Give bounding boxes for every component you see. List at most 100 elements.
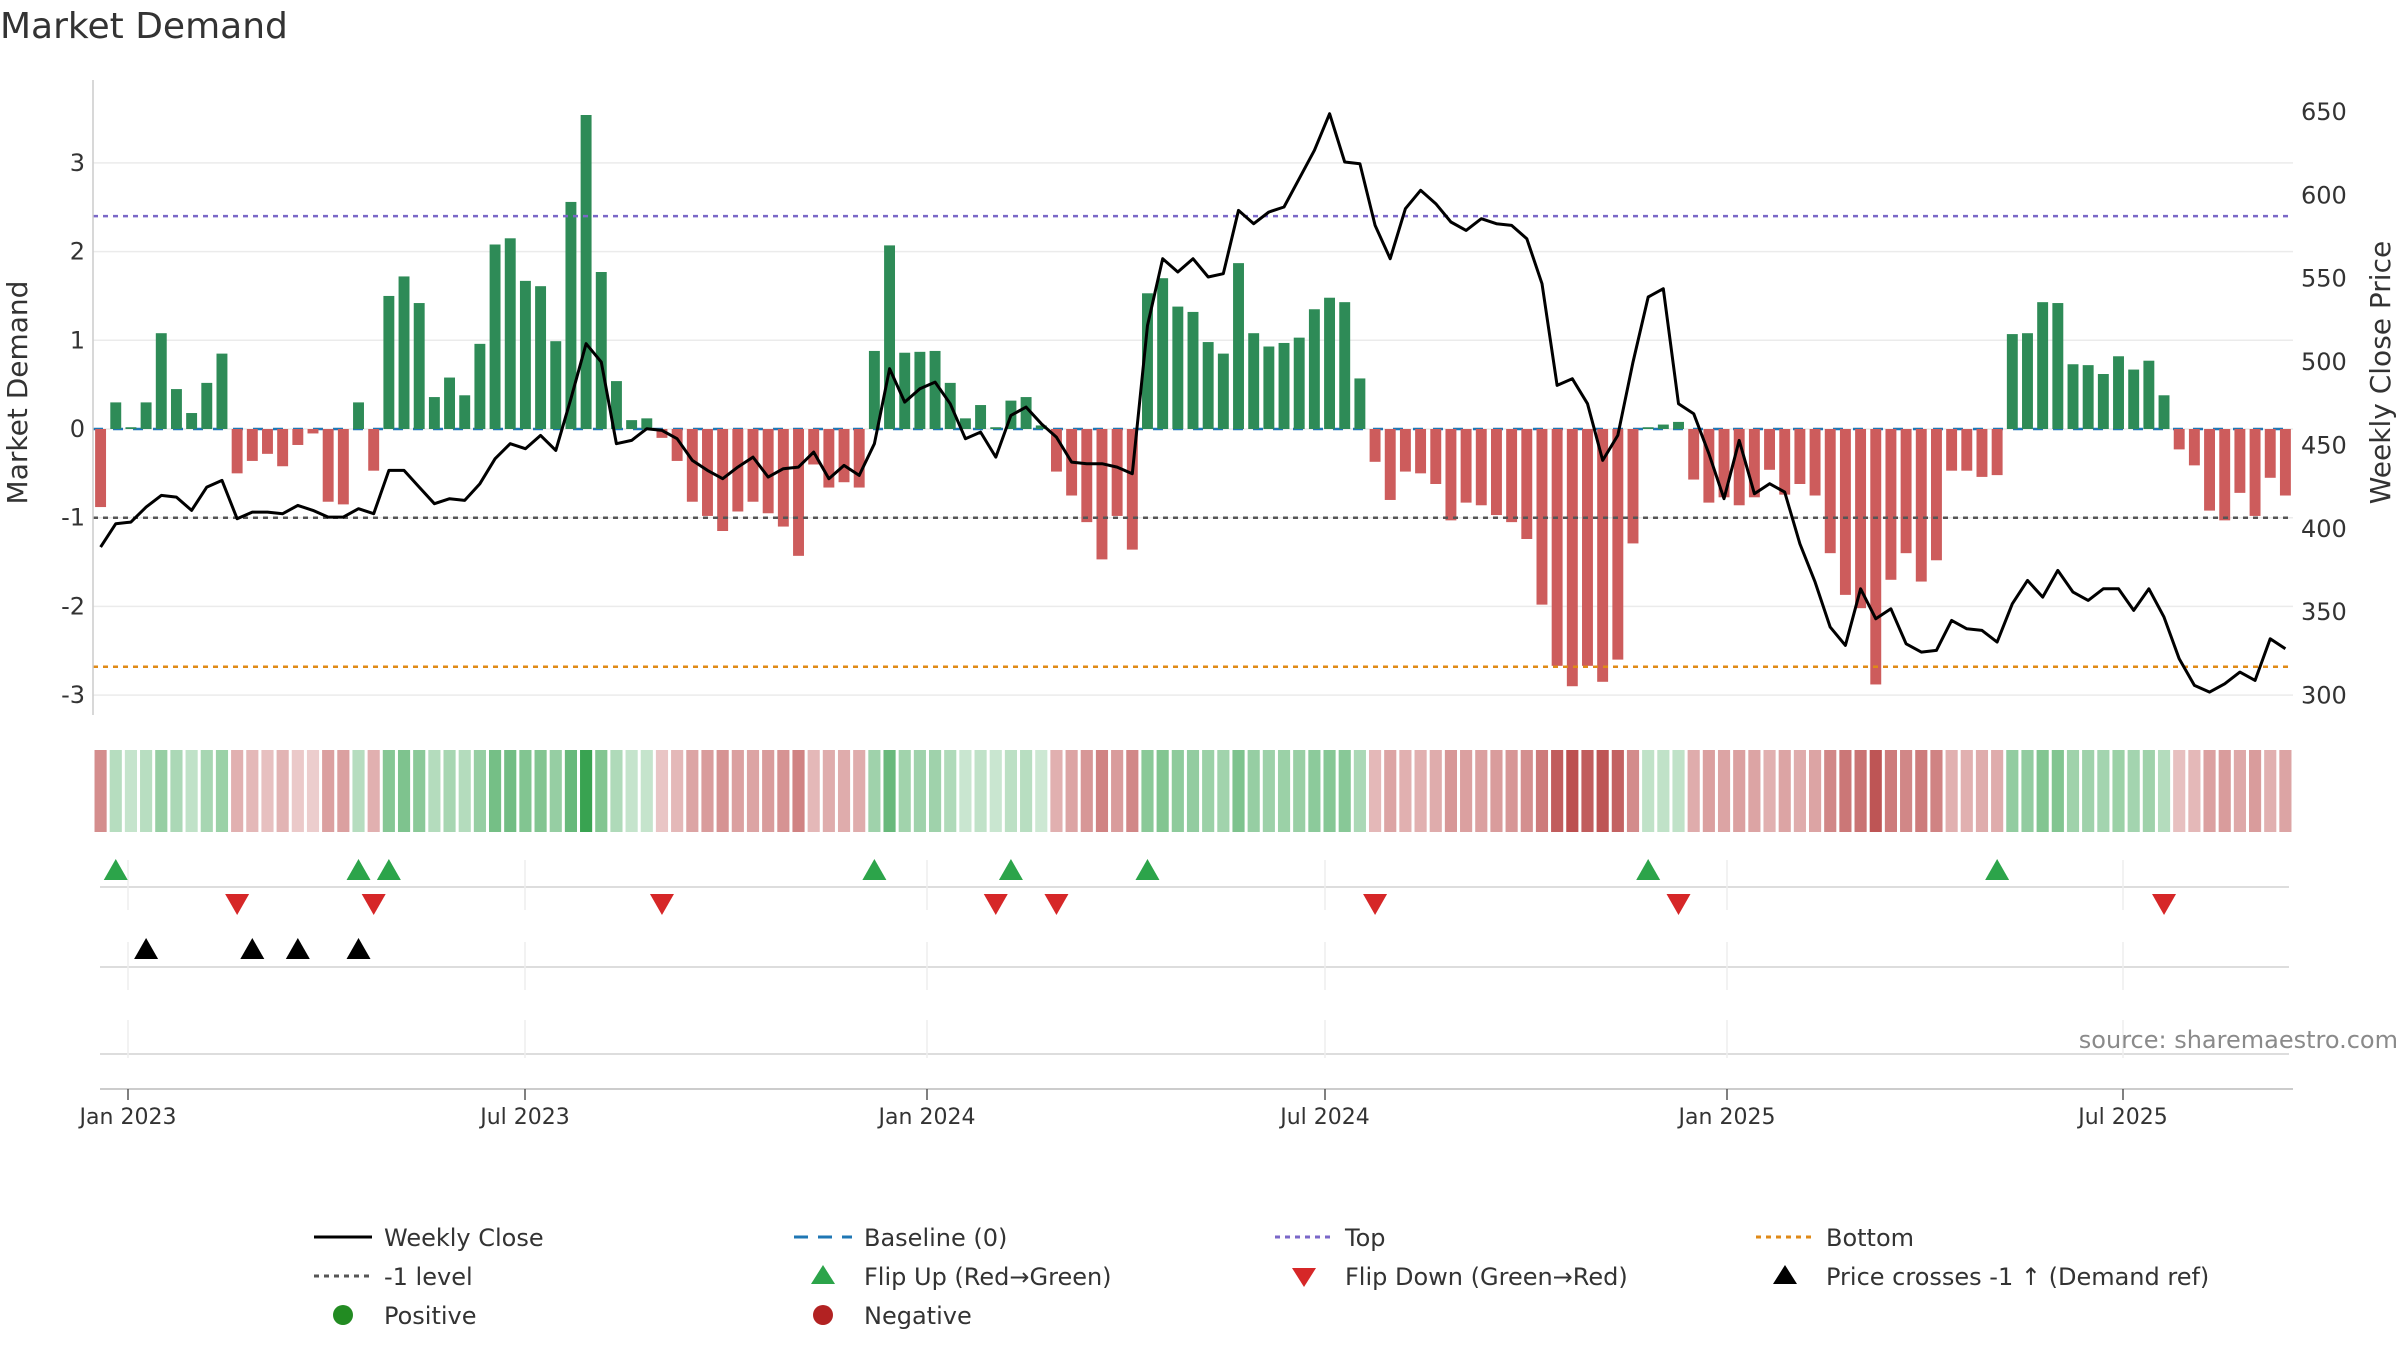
demand-bar	[535, 286, 547, 429]
flip-up-marker	[376, 859, 401, 880]
demand-bar	[2264, 429, 2276, 478]
heat-cell	[1581, 750, 1594, 832]
price-cross-marker	[240, 938, 265, 959]
heat-cell	[929, 750, 942, 832]
demand-bar	[1597, 429, 1609, 682]
demand-bar	[125, 427, 137, 429]
heat-cell	[731, 750, 744, 832]
date-axis: Jan 2023 Jul 2023 Jan 2024 Jul 2024 Jan 2025…	[78, 1088, 2293, 1130]
y2-tick-label: 550	[2301, 265, 2347, 293]
heat-cell	[1672, 750, 1685, 832]
flip-up-marker	[346, 859, 371, 880]
demand-bar	[262, 429, 273, 454]
heat-cell	[2021, 750, 2034, 832]
heat-cell	[473, 750, 486, 832]
flip-down-marker	[1363, 894, 1388, 915]
heat-cell	[428, 750, 441, 832]
legend-label-weekly_close: Weekly Close	[384, 1224, 544, 1252]
demand-bar	[656, 429, 668, 438]
heat-cell	[625, 750, 638, 832]
demand-bar	[2022, 333, 2033, 429]
demand-bar	[110, 402, 122, 429]
demand-bar	[1263, 346, 1275, 429]
y-tick-label: 0	[70, 415, 85, 443]
demand-bar	[2279, 429, 2291, 496]
flip-down-marker	[1044, 894, 1069, 915]
demand-bar	[1308, 309, 1320, 429]
y2-tick-label: 450	[2301, 431, 2347, 459]
demand-bar	[444, 377, 456, 429]
source-note: source: sharemaestro.com	[2079, 1026, 2398, 1054]
heat-cell	[1930, 750, 1943, 832]
demand-bar	[2037, 302, 2049, 429]
demand-bar	[1324, 297, 1336, 429]
heat-cell	[140, 750, 153, 832]
heat-cell	[1004, 750, 1017, 832]
heat-cell	[2218, 750, 2231, 832]
heat-cell	[1657, 750, 1670, 832]
y2-tick-label: 500	[2301, 348, 2347, 376]
heat-cell	[458, 750, 471, 832]
demand-bar	[2158, 395, 2170, 429]
demand-bar	[1490, 429, 1502, 516]
demand-bar	[1976, 429, 1988, 477]
heat-cell	[1687, 750, 1700, 832]
flip-down-marker	[225, 894, 250, 915]
demand-bar	[474, 343, 486, 429]
demand-bar	[1111, 429, 1123, 516]
heat-cell	[1353, 750, 1366, 832]
demand-heat-strip	[94, 750, 2292, 832]
y2-tick-label: 650	[2301, 98, 2347, 126]
demand-bar	[1354, 378, 1366, 429]
demand-bar	[277, 429, 289, 467]
demand-bar	[1703, 429, 1715, 503]
legend-label-flip_down: Flip Down (Green→Red)	[1345, 1263, 1628, 1291]
legend-label-minus_one: -1 level	[384, 1263, 473, 1291]
heat-cell	[1490, 750, 1503, 832]
demand-bar	[2173, 429, 2185, 450]
heat-cell	[1975, 750, 1989, 832]
demand-bar	[1870, 429, 1882, 685]
heat-cell	[913, 750, 926, 832]
heat-cell	[337, 750, 350, 832]
y2-axis-title: Weekly Close Price	[2364, 241, 2397, 504]
demand-bar	[641, 418, 653, 429]
demand-bar	[1855, 429, 1867, 609]
demand-bar	[808, 429, 820, 465]
heat-cell	[1186, 750, 1200, 832]
demand-bar	[626, 420, 638, 429]
date-tick-label: Jan 2025	[1677, 1105, 1776, 1130]
flip-down-marker	[983, 894, 1008, 915]
heat-cell	[974, 750, 987, 832]
heat-cell	[306, 750, 320, 832]
heat-cell	[2097, 750, 2110, 832]
demand-bar	[929, 350, 941, 429]
heat-cell	[1991, 750, 2004, 832]
flip-up-marker	[998, 859, 1023, 880]
heat-cell	[883, 750, 896, 832]
demand-bar	[1824, 429, 1836, 554]
demand-bar	[1248, 333, 1260, 429]
demand-bar	[838, 429, 850, 483]
heat-cell	[837, 750, 851, 832]
heat-cell	[367, 750, 380, 832]
heat-cell	[1854, 750, 1867, 832]
heat-cell	[1793, 750, 1806, 832]
heat-cell	[352, 750, 365, 832]
heat-cell	[1277, 750, 1291, 832]
demand-bar	[1142, 293, 1153, 429]
demand-bar	[504, 238, 516, 429]
legend-label-negative: Negative	[864, 1302, 972, 1330]
heat-cell	[595, 750, 608, 832]
heat-cell	[276, 750, 289, 832]
demand-bar	[1612, 429, 1624, 660]
heat-cell	[868, 750, 881, 832]
demand-bar	[428, 397, 440, 429]
demand-bar	[2097, 374, 2109, 429]
demand-bar	[1582, 429, 1593, 666]
heat-cell	[1748, 750, 1761, 832]
demand-bar	[2113, 356, 2124, 429]
y2-tick-label: 350	[2301, 598, 2347, 626]
flip-down-marker	[1666, 894, 1691, 915]
